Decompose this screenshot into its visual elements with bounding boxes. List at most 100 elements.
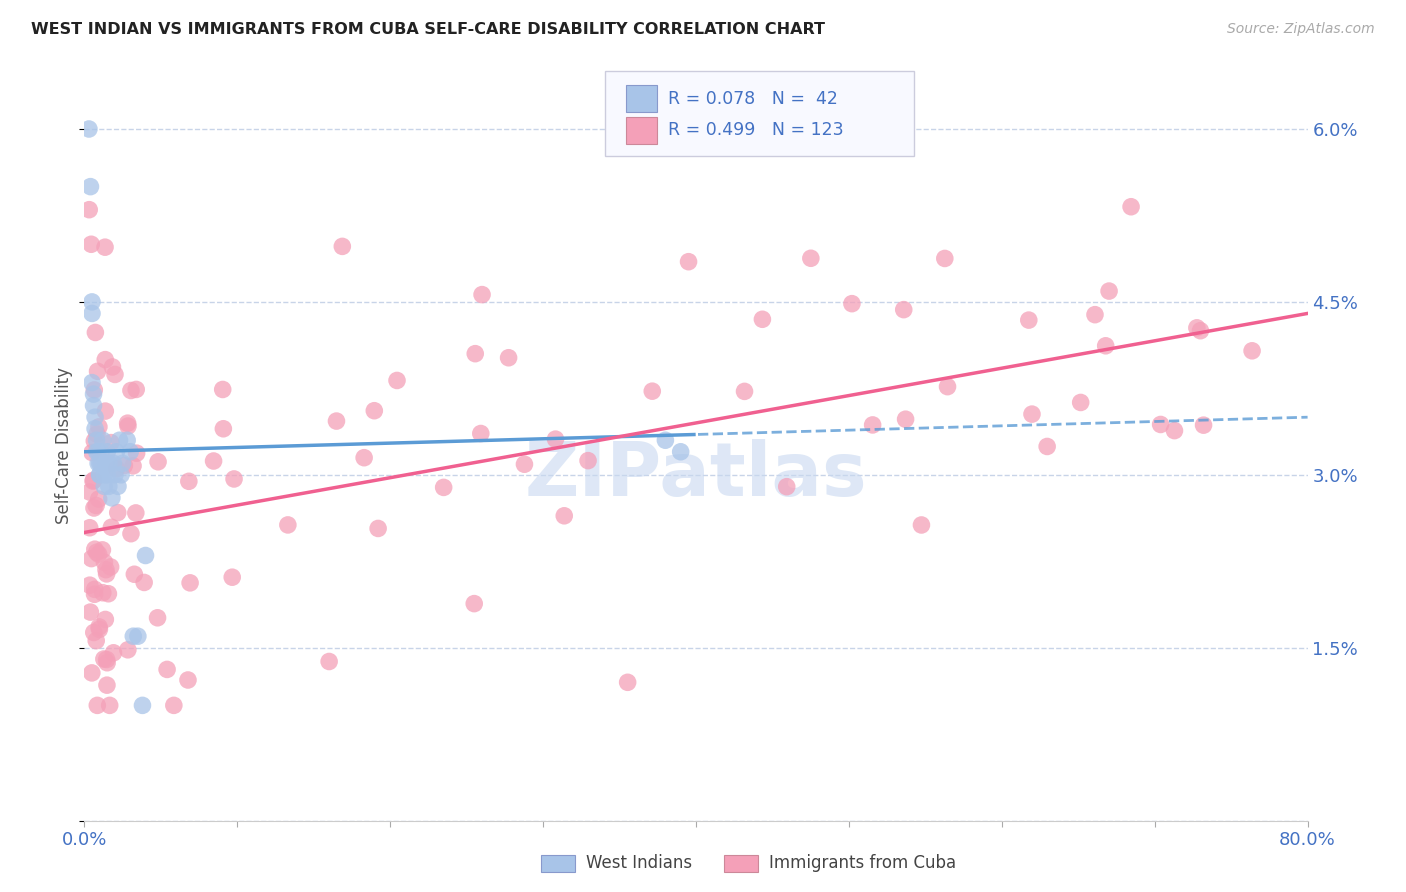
Point	[800, 252, 823, 266]
Point	[77, 202, 100, 217]
Point	[87, 620, 110, 634]
Point	[120, 526, 142, 541]
Point	[202, 454, 225, 468]
Point	[101, 359, 124, 374]
Y-axis label: Self-Care Disability: Self-Care Disability	[55, 368, 73, 524]
Point	[553, 508, 575, 523]
Point	[94, 563, 117, 577]
Point	[101, 491, 124, 505]
Point	[105, 462, 128, 476]
Point	[105, 444, 128, 458]
Point	[86, 434, 108, 448]
Point	[212, 422, 235, 436]
Point	[862, 417, 884, 432]
Point	[93, 555, 115, 569]
Point	[1094, 339, 1116, 353]
Point	[89, 456, 111, 470]
Point	[115, 434, 138, 448]
Point	[86, 364, 108, 378]
Point	[1163, 424, 1185, 438]
Point	[80, 551, 103, 566]
Point	[91, 586, 114, 600]
Point	[277, 517, 299, 532]
Point	[94, 404, 117, 418]
Point	[80, 665, 103, 680]
Point	[96, 444, 118, 458]
Point	[83, 542, 105, 557]
Point	[1149, 417, 1171, 432]
Point	[86, 444, 108, 458]
Point	[80, 306, 103, 320]
Point	[120, 384, 142, 398]
Point	[330, 239, 353, 253]
Point	[936, 379, 959, 393]
Point	[84, 410, 107, 425]
Point	[841, 296, 863, 310]
Point	[134, 575, 156, 590]
Point	[83, 473, 105, 487]
Point	[222, 472, 245, 486]
Point	[318, 655, 340, 669]
Point	[79, 521, 101, 535]
Point	[177, 673, 200, 687]
Point	[83, 582, 105, 597]
Point	[463, 597, 485, 611]
Point	[1084, 308, 1107, 322]
Point	[80, 445, 103, 459]
Point	[131, 698, 153, 713]
Point	[135, 549, 157, 563]
Point	[97, 587, 120, 601]
Point	[84, 422, 107, 436]
Point	[112, 458, 135, 473]
Point	[104, 467, 127, 482]
Point	[120, 444, 142, 458]
Point	[89, 467, 111, 482]
Point	[125, 506, 148, 520]
Point	[107, 479, 129, 493]
Point	[1036, 440, 1059, 454]
Point	[83, 387, 105, 401]
Point	[91, 434, 114, 448]
Point	[98, 698, 121, 713]
Point	[79, 485, 101, 500]
Point	[86, 698, 108, 713]
Point	[1192, 418, 1215, 433]
Point	[1185, 321, 1208, 335]
Point	[90, 456, 112, 470]
Point	[83, 625, 105, 640]
Point	[678, 254, 700, 268]
Point	[163, 698, 186, 713]
Point	[122, 629, 145, 643]
Point	[87, 491, 110, 506]
Point	[87, 456, 110, 470]
Point	[385, 374, 408, 388]
Point	[80, 376, 103, 390]
Text: R = 0.078   N =  42: R = 0.078 N = 42	[668, 89, 838, 108]
Point	[221, 570, 243, 584]
Point	[433, 480, 456, 494]
Point	[93, 479, 115, 493]
Point	[117, 416, 139, 430]
Point	[83, 383, 105, 397]
Point	[87, 547, 110, 561]
Text: Source: ZipAtlas.com: Source: ZipAtlas.com	[1227, 22, 1375, 37]
Point	[86, 427, 108, 442]
Point	[1241, 343, 1264, 358]
Point	[363, 403, 385, 417]
Point	[100, 435, 122, 450]
Point	[544, 432, 567, 446]
Point	[156, 662, 179, 676]
Point	[498, 351, 520, 365]
Point	[84, 326, 107, 340]
Point	[910, 518, 932, 533]
Point	[83, 587, 105, 601]
Point	[616, 675, 638, 690]
Point	[124, 567, 146, 582]
Point	[353, 450, 375, 465]
Point	[104, 368, 127, 382]
Point	[100, 520, 122, 534]
Point	[94, 612, 117, 626]
Point	[94, 352, 117, 367]
Point	[90, 444, 112, 458]
Point	[84, 633, 107, 648]
